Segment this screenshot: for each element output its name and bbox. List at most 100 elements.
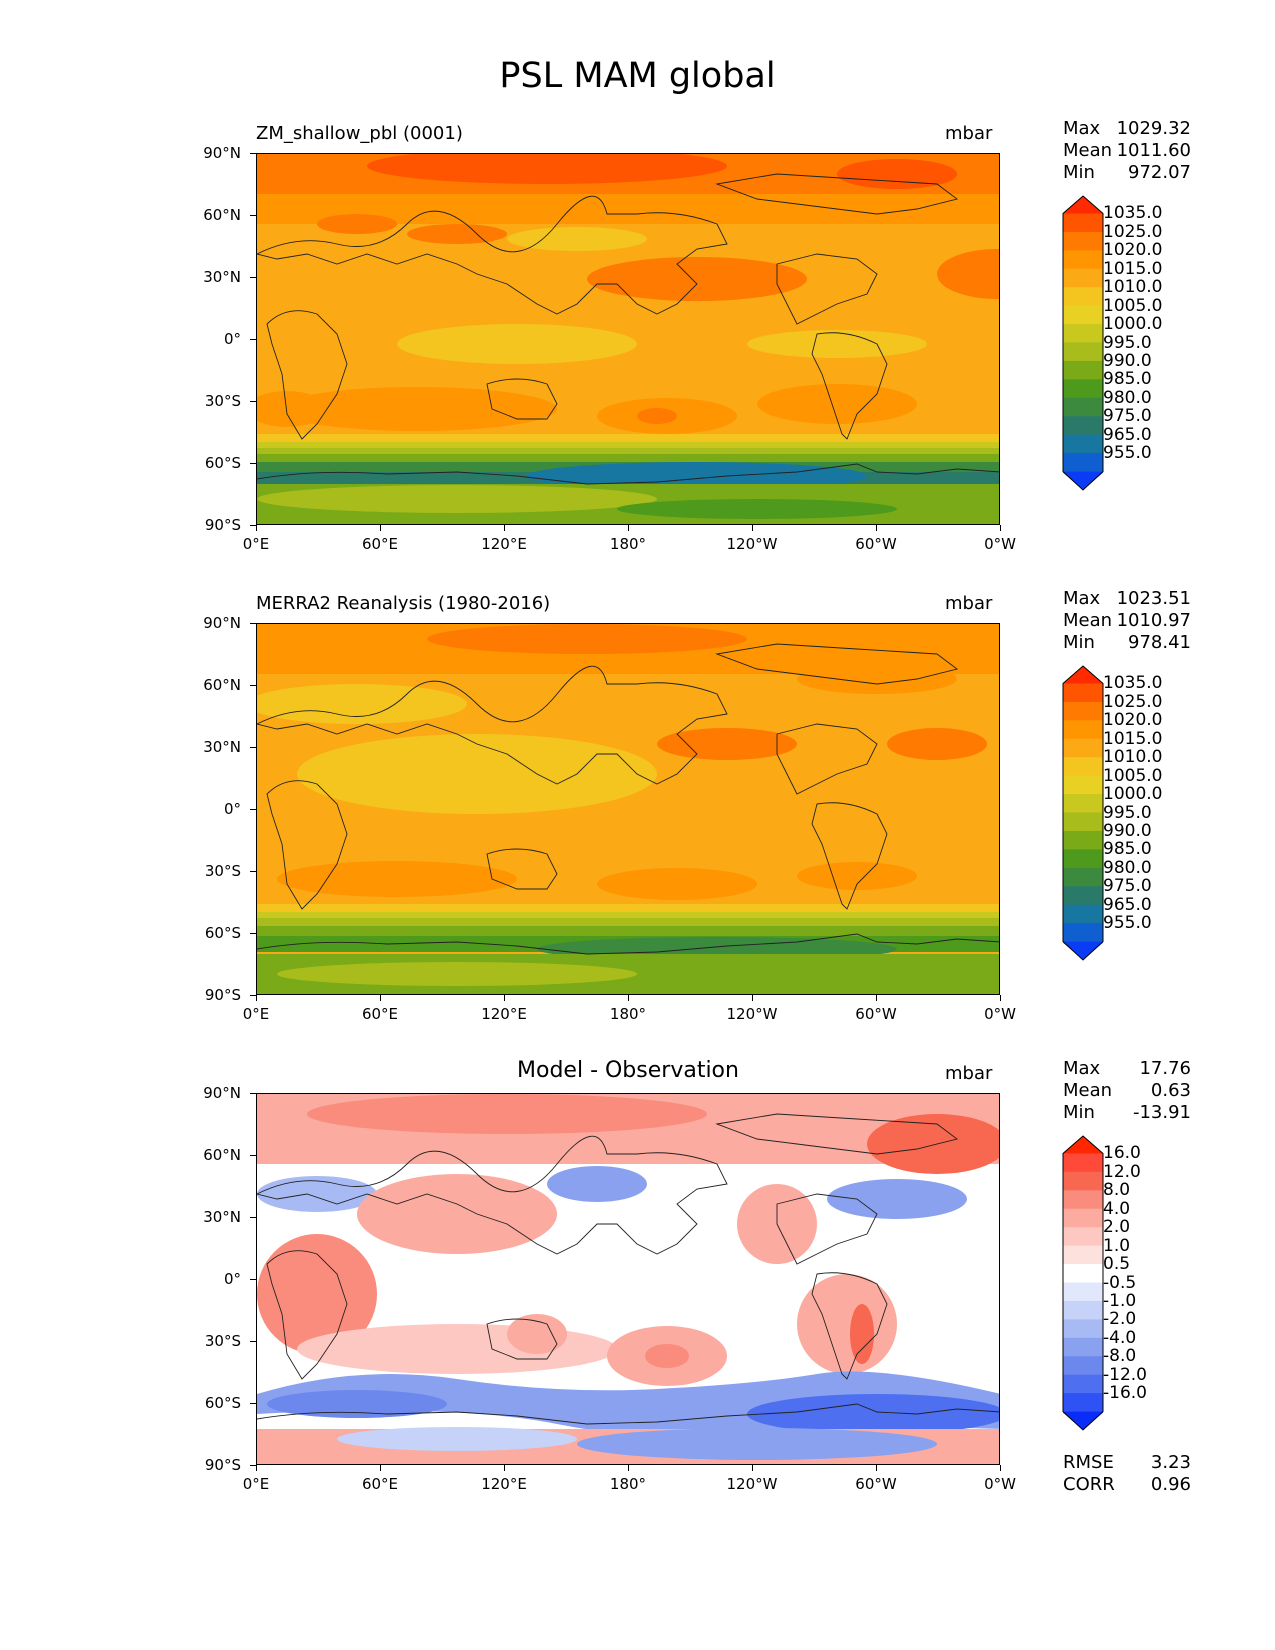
lon-tick-label: 0°E bbox=[242, 535, 270, 553]
lat-tick-label: 60°N bbox=[203, 676, 241, 694]
lon-tick-mark bbox=[876, 525, 877, 531]
lon-tick-mark bbox=[628, 525, 629, 531]
colorbar-segment bbox=[1063, 196, 1103, 215]
panel-title: ZM_shallow_pbl (0001) bbox=[256, 123, 463, 144]
colorbar-segment bbox=[1063, 471, 1103, 490]
colorbar-tick-label: 965.0 bbox=[1103, 424, 1152, 445]
colorbar-segment bbox=[1063, 1264, 1103, 1284]
stat-row: RMSE 3.23 bbox=[1063, 1452, 1191, 1474]
colorbar-segment bbox=[1063, 324, 1103, 344]
colorbar-segment bbox=[1063, 453, 1103, 473]
stat-row: Min 972.07 bbox=[1063, 162, 1191, 184]
colorbar-tick-label: 12.0 bbox=[1103, 1161, 1141, 1182]
colorbar-tick-label: 4.0 bbox=[1103, 1198, 1131, 1219]
colorbar-segment bbox=[1063, 1374, 1103, 1394]
colorbar-tick-label: 1010.0 bbox=[1103, 277, 1163, 298]
colorbar-segment bbox=[1063, 720, 1103, 740]
colorbar-segment bbox=[1063, 812, 1103, 832]
colorbar-tick-label: 955.0 bbox=[1103, 443, 1152, 464]
colorbar-tick-label: 1015.0 bbox=[1103, 728, 1163, 749]
lat-tick-label: 0° bbox=[223, 330, 241, 348]
colorbar-segment bbox=[1063, 904, 1103, 924]
colorbar-segment bbox=[1063, 701, 1103, 721]
stat-value: 1023.51 bbox=[1116, 588, 1191, 609]
lon-tick-label: 120°W bbox=[726, 1475, 778, 1493]
lat-tick-mark bbox=[250, 809, 256, 810]
lon-tick-mark bbox=[380, 1465, 381, 1471]
colorbar-tick-label: -2.0 bbox=[1103, 1309, 1137, 1330]
colorbar-segment bbox=[1063, 1337, 1103, 1357]
lon-tick-mark bbox=[504, 995, 505, 1001]
colorbar-tick-label: 990.0 bbox=[1103, 820, 1152, 841]
colorbar-tick-label: 1010.0 bbox=[1103, 747, 1163, 768]
colorbar-segment bbox=[1063, 683, 1103, 703]
lat-tick-label: 90°S bbox=[204, 986, 241, 1004]
panel-units: mbar bbox=[945, 1063, 993, 1084]
colorbar-tick-label: 980.0 bbox=[1103, 387, 1152, 408]
colorbar-tick-label: 16.0 bbox=[1103, 1143, 1141, 1164]
stat-label: Mean bbox=[1063, 610, 1113, 631]
colorbar-tick-label: 8.0 bbox=[1103, 1180, 1131, 1201]
colorbar-tick-label: 1025.0 bbox=[1103, 221, 1163, 242]
colorbar-segment bbox=[1063, 360, 1103, 380]
lat-tick-label: 60°S bbox=[204, 1394, 241, 1412]
stat-row: Max 17.76 bbox=[1063, 1058, 1191, 1080]
lon-tick-mark bbox=[1000, 995, 1001, 1001]
lat-tick-label: 0° bbox=[223, 800, 241, 818]
colorbar-segment bbox=[1063, 416, 1103, 436]
colorbar-segment bbox=[1063, 1208, 1103, 1228]
lon-tick-label: 60°W bbox=[855, 535, 897, 553]
colorbar-tick-label: 995.0 bbox=[1103, 802, 1152, 823]
lon-tick-label: 60°E bbox=[361, 1005, 399, 1023]
panel-units: mbar bbox=[945, 593, 993, 614]
lon-tick-mark bbox=[256, 995, 257, 1001]
colorbar-tick-label: -12.0 bbox=[1103, 1364, 1147, 1385]
colorbar-segment bbox=[1063, 1393, 1103, 1413]
colorbar-segment bbox=[1063, 666, 1103, 685]
colorbar-segment bbox=[1063, 775, 1103, 795]
lat-tick-label: 90°S bbox=[204, 516, 241, 534]
lat-tick-mark bbox=[250, 623, 256, 624]
stat-row: Mean 1010.97 bbox=[1063, 610, 1191, 632]
colorbar-segment bbox=[1063, 213, 1103, 233]
stats-block: Max 1029.32 Mean 1011.60 Min 972.07 bbox=[1063, 118, 1191, 184]
colorbar-tick-label: -0.5 bbox=[1103, 1272, 1137, 1293]
colorbar-segment bbox=[1063, 738, 1103, 758]
lon-tick-mark bbox=[256, 525, 257, 531]
lat-tick-mark bbox=[250, 933, 256, 934]
stats-block: Max 17.76 Mean 0.63 Min -13.91 bbox=[1063, 1058, 1191, 1124]
colorbar-segment bbox=[1063, 379, 1103, 399]
colorbar-segment bbox=[1063, 1411, 1103, 1430]
stat-value: 0.96 bbox=[1150, 1474, 1191, 1495]
colorbar-segment bbox=[1063, 1245, 1103, 1265]
lon-tick-mark bbox=[752, 995, 753, 1001]
colorbar-segment bbox=[1063, 1356, 1103, 1376]
colorbar-segment bbox=[1063, 305, 1103, 325]
colorbar-tick-label: 1025.0 bbox=[1103, 691, 1163, 712]
lon-tick-mark bbox=[504, 1465, 505, 1471]
lon-tick-label: 120°W bbox=[726, 535, 778, 553]
panel-units: mbar bbox=[945, 123, 993, 144]
panel-title: MERRA2 Reanalysis (1980-2016) bbox=[256, 593, 551, 614]
stat-row: CORR 0.96 bbox=[1063, 1474, 1191, 1496]
colorbar-segment bbox=[1063, 1171, 1103, 1191]
lat-tick-label: 30°N bbox=[203, 738, 241, 756]
stat-row: Max 1029.32 bbox=[1063, 118, 1191, 140]
lat-tick-mark bbox=[250, 1341, 256, 1342]
lat-tick-label: 30°N bbox=[203, 268, 241, 286]
lon-tick-mark bbox=[628, 1465, 629, 1471]
colorbar-tick-label: 995.0 bbox=[1103, 332, 1152, 353]
colorbar-tick-label: 1005.0 bbox=[1103, 295, 1163, 316]
colorbar-segment bbox=[1063, 1319, 1103, 1339]
colorbar-tick-label: 1000.0 bbox=[1103, 314, 1163, 335]
colorbar-tick-label: 0.5 bbox=[1103, 1254, 1131, 1275]
lat-tick-mark bbox=[250, 1093, 256, 1094]
lat-tick-label: 60°N bbox=[203, 1146, 241, 1164]
lon-tick-label: 180° bbox=[609, 1005, 647, 1023]
colorbar-tick-label: 955.0 bbox=[1103, 913, 1152, 934]
lat-tick-mark bbox=[250, 339, 256, 340]
stat-label: Max bbox=[1063, 588, 1101, 609]
lat-tick-mark bbox=[250, 1279, 256, 1280]
colorbar-outline bbox=[1062, 195, 1104, 491]
colorbar-tick-label: 990.0 bbox=[1103, 350, 1152, 371]
